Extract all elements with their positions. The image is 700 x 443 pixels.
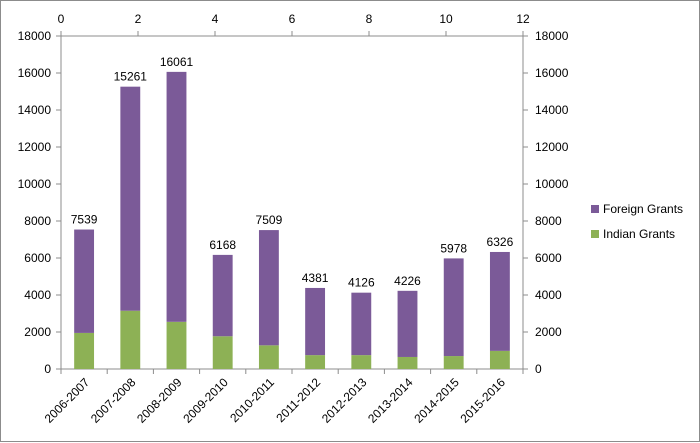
y-axis-tick-label: 6000	[24, 251, 51, 265]
bar-indian-grants	[120, 310, 141, 369]
x-axis-category-label: 2014-2015	[411, 375, 462, 426]
x-axis-category-label: 2012-2013	[319, 375, 370, 426]
bar-foreign-grants	[212, 254, 233, 337]
x-axis-category-label: 2013-2014	[365, 375, 416, 426]
bar-indian-grants	[443, 356, 464, 369]
bar-foreign-grants	[258, 230, 279, 346]
data-label-total: 16061	[160, 55, 194, 69]
y2-axis-tick-label: 2000	[535, 325, 562, 339]
bar-foreign-grants	[74, 229, 95, 333]
x2-axis-tick-label: 0	[58, 12, 65, 26]
x2-axis-tick-label: 2	[135, 12, 142, 26]
x-axis-category-label: 2006-2007	[42, 375, 93, 426]
y2-axis-tick-label: 18000	[535, 29, 569, 43]
bar-indian-grants	[74, 332, 95, 369]
y2-axis-tick-label: 8000	[535, 214, 562, 228]
legend-swatch-indian-grants	[591, 230, 599, 238]
x2-axis-tick-label: 12	[516, 12, 530, 26]
x-axis-category-label: 2008-2009	[134, 375, 185, 426]
y2-axis-tick-label: 16000	[535, 66, 569, 80]
x2-axis-tick-label: 8	[366, 12, 373, 26]
y-axis-tick-label: 18000	[18, 29, 52, 43]
y-axis-tick-label: 16000	[18, 66, 52, 80]
bar-indian-grants	[489, 350, 510, 369]
x-axis-category-label: 2009-2010	[180, 375, 231, 426]
x-axis-category-label: 2007-2008	[88, 375, 139, 426]
y2-axis-tick-label: 14000	[535, 103, 569, 117]
bar-foreign-grants	[489, 251, 510, 351]
data-label-total: 4226	[394, 274, 421, 288]
y-axis-tick-label: 8000	[24, 214, 51, 228]
y-axis-tick-label: 14000	[18, 103, 52, 117]
bar-indian-grants	[351, 355, 372, 369]
bar-indian-grants	[166, 321, 187, 369]
y2-axis-tick-label: 6000	[535, 251, 562, 265]
data-label-total: 15261	[114, 70, 148, 84]
bar-foreign-grants	[305, 287, 326, 356]
y-axis-tick-label: 0	[44, 362, 51, 376]
legend-label-foreign-grants: Foreign Grants	[603, 202, 683, 216]
bar-indian-grants	[258, 345, 279, 369]
x2-axis-tick-label: 10	[439, 12, 453, 26]
bar-indian-grants	[305, 355, 326, 369]
bar-indian-grants	[212, 336, 233, 369]
x-axis-category-label: 2010-2011	[227, 375, 277, 425]
y2-axis-tick-label: 4000	[535, 288, 562, 302]
y2-axis-tick-label: 12000	[535, 140, 569, 154]
y-axis-tick-label: 2000	[24, 325, 51, 339]
data-label-total: 7509	[256, 213, 283, 227]
data-label-total: 6326	[487, 235, 514, 249]
x2-axis-tick-label: 6	[289, 12, 296, 26]
data-label-total: 5978	[440, 241, 467, 255]
legend-swatch-foreign-grants	[591, 205, 599, 213]
bar-foreign-grants	[351, 292, 372, 356]
bar-indian-grants	[397, 356, 418, 369]
bar-foreign-grants	[166, 71, 187, 322]
bar-foreign-grants	[397, 290, 418, 357]
y2-axis-tick-label: 10000	[535, 177, 569, 191]
y2-axis-tick-label: 0	[535, 362, 542, 376]
data-label-total: 4381	[302, 271, 329, 285]
x2-axis-tick-label: 4	[212, 12, 219, 26]
data-label-total: 7539	[71, 213, 98, 227]
y-axis-tick-label: 4000	[24, 288, 51, 302]
data-label-total: 6168	[209, 238, 236, 252]
bar-foreign-grants	[120, 86, 141, 311]
x-axis-category-label: 2015-2016	[458, 375, 509, 426]
x-axis-category-label: 2011-2012	[273, 375, 323, 425]
y-axis-tick-label: 10000	[18, 177, 52, 191]
legend-label-indian-grants: Indian Grants	[603, 227, 675, 241]
y-axis-tick-label: 12000	[18, 140, 52, 154]
data-label-total: 4126	[348, 276, 375, 290]
bar-foreign-grants	[443, 258, 464, 357]
